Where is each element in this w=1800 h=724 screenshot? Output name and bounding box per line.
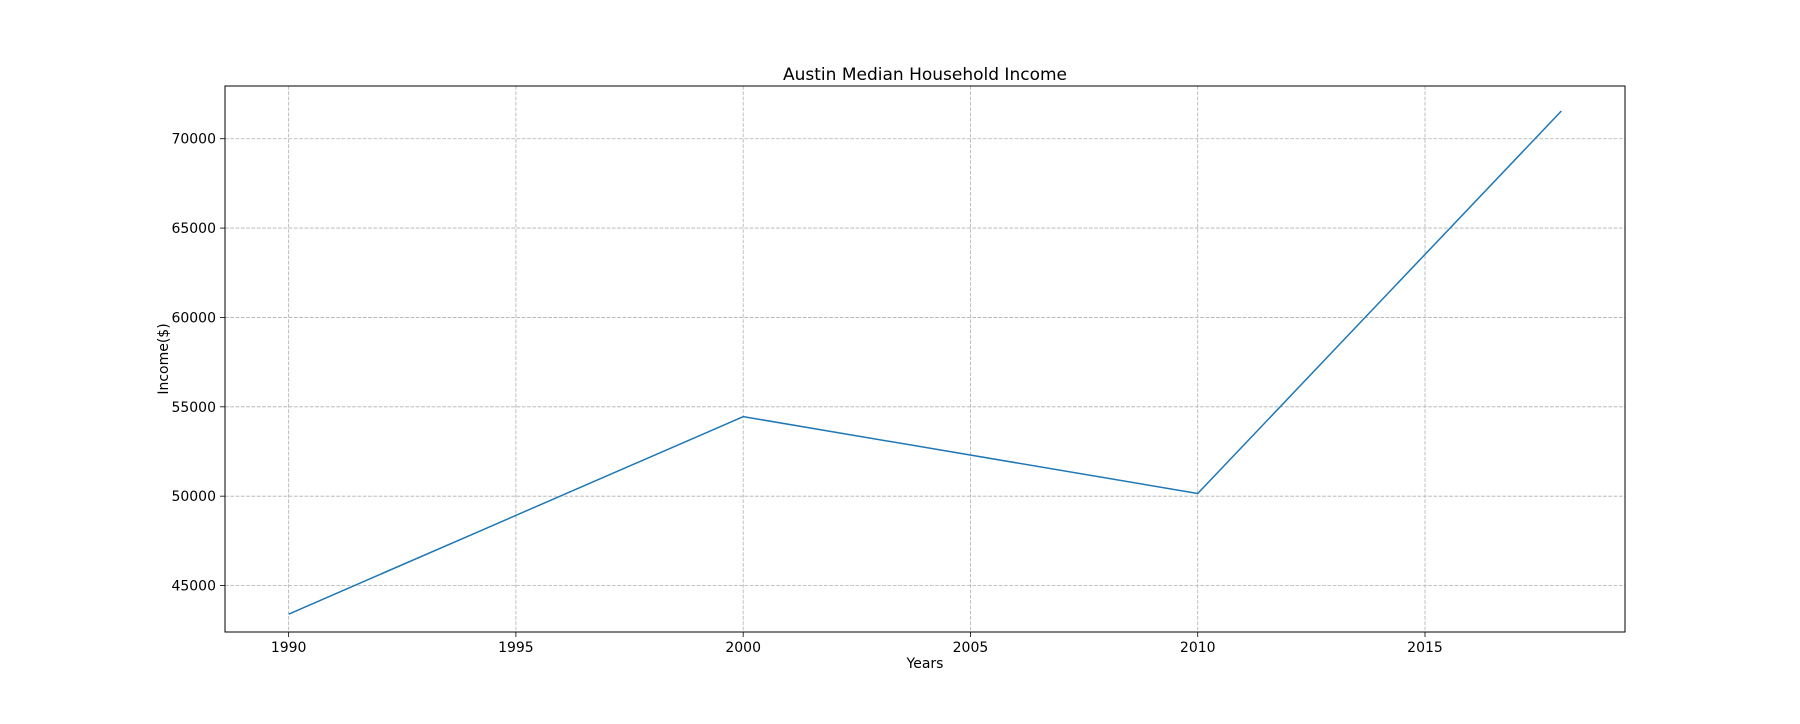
x-tick-label: 2000 (725, 640, 761, 656)
y-tick-label: 70000 (171, 132, 216, 148)
y-tick-label: 60000 (171, 310, 216, 326)
x-tick-label: 2010 (1180, 640, 1216, 656)
x-axis-label: Years (906, 656, 944, 672)
x-tick-label: 2015 (1407, 640, 1443, 656)
y-tick-label: 65000 (171, 221, 216, 237)
y-axis-label: Income($) (156, 323, 172, 394)
series-line (288, 110, 1562, 615)
chart-title: Austin Median Household Income (783, 65, 1067, 85)
x-tick-label: 1990 (271, 640, 307, 656)
grid (225, 86, 1625, 632)
axes-frame (224, 85, 1626, 633)
series-layer (288, 110, 1562, 615)
y-tick-label: 45000 (171, 579, 216, 595)
x-tick-label: 2005 (953, 640, 989, 656)
y-tick-label: 50000 (171, 489, 216, 505)
x-tick-label: 1995 (498, 640, 534, 656)
ticks: 1990 1995 2000 2005 2010 2015 45000 50000 55000 6… (171, 132, 1442, 656)
y-tick-label: 55000 (171, 400, 216, 416)
